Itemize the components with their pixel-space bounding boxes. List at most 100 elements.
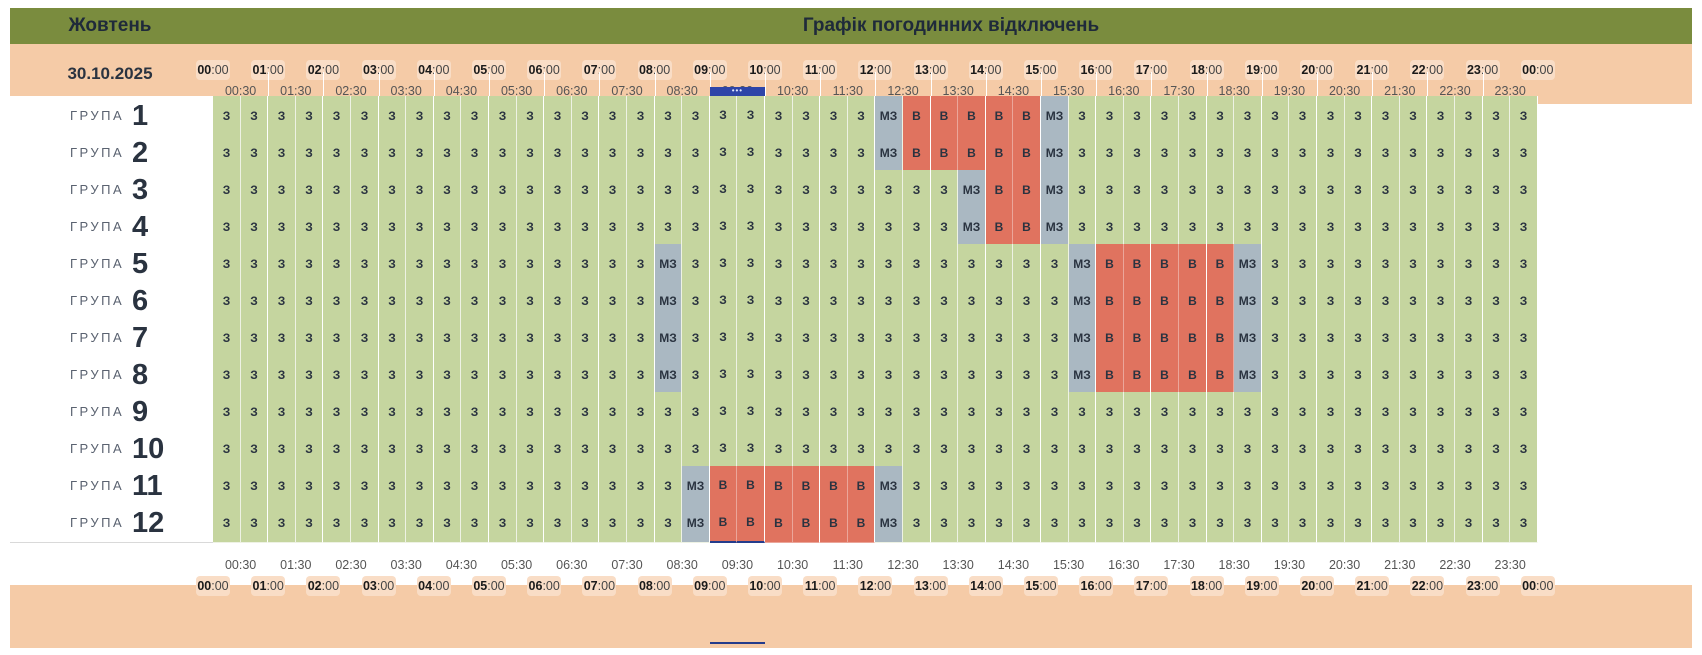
slot-cell: З [434,355,461,395]
group-label: ГРУПА 8 [10,355,231,395]
hour-label-bottom: 07:00 [582,576,617,596]
hour-label-bottom: 17:00 [1134,576,1169,596]
slot-cell: З [627,392,655,432]
slot-cell: З [268,355,296,395]
slot-cell: В [1013,133,1041,173]
slot-cell: З [406,96,434,136]
slot-cell: З [793,96,820,136]
slot-cell: З [241,503,268,543]
slot-cell: З [848,318,875,358]
hour-tick [1261,543,1263,567]
slot-cell: В [1207,281,1234,321]
slot-cell: З [461,503,489,543]
slot-cell: В [710,466,737,506]
slot-cell: З [986,244,1013,284]
slot-cell: МЗ [875,96,903,136]
slot-cell: З [627,355,655,395]
group-number: 11 [132,470,163,502]
slot-cell: З [710,355,737,395]
half-hour-label-bottom: 03:30 [390,558,422,572]
slot-cell: З [1427,503,1455,543]
slot-cell: З [323,170,351,210]
slot-cell: З [1455,392,1483,432]
slot-cell: З [875,355,903,395]
slot-cell: З [1124,392,1151,432]
half-hour-label-top: 02:30 [335,84,367,98]
slot-cell: З [379,170,406,210]
half-hour-label-top: 22:30 [1439,84,1471,98]
slot-cell: З [1262,133,1289,173]
slot-cell: З [1207,466,1234,506]
slot-cell: З [461,466,489,506]
hour-tick [378,543,380,567]
slot-cell: З [1317,466,1345,506]
slot-cell: З [461,355,489,395]
slot-cell: З [765,96,793,136]
group-number: 1 [132,100,149,132]
slot-cell: З [461,207,489,247]
hour-label-top: 20:00 [1300,60,1334,80]
group-word: ГРУПА [70,367,125,382]
slot-cell: З [848,244,875,284]
slot-cell: В [820,503,848,543]
slot-cell: З [1400,207,1427,247]
half-hour-label-top: 10:30 [776,84,809,98]
hour-label-top: 00:00 [1520,60,1555,80]
half-hour-label-bottom: 18:30 [1218,558,1250,572]
hour-label-bottom: 15:00 [1024,576,1058,596]
slot-cell: З [1400,133,1427,173]
slot-cell: З [241,392,268,432]
half-hour-label-bottom: 15:30 [1052,558,1085,572]
half-hour-label-bottom: 23:30 [1494,558,1526,572]
half-hour-label-bottom: 07:30 [611,558,643,572]
slot-cell: З [1041,392,1069,432]
slot-cell: З [765,207,793,247]
slot-cell: З [544,281,572,321]
slot-cell: З [1262,429,1289,469]
slot-cell: З [351,170,379,210]
slot-cell: В [1207,355,1234,395]
slot-cell: З [517,429,544,469]
hour-label-bottom: 11:00 [803,576,838,596]
slot-cell: З [489,170,517,210]
slot-cell: З [379,318,406,358]
slot-cell: З [434,392,461,432]
group-label: ГРУПА 10 [10,429,231,469]
slot-cell: МЗ [875,503,903,543]
slot-cell: З [1179,429,1207,469]
slot-cell: З [1510,244,1538,284]
slot-cell: З [351,466,379,506]
slot-cell: З [1483,318,1510,358]
group-word: ГРУПА [70,108,125,123]
slot-cell: З [848,392,875,432]
slot-cell: З [599,318,627,358]
hour-tick [489,543,490,567]
slot-cell: З [1483,281,1510,321]
group-number: 6 [132,285,149,317]
slot-cell: З [1013,429,1041,469]
slot-cell: З [489,466,517,506]
slot-cell: З [1427,207,1455,247]
slot-cell: В [903,96,931,136]
slot-cell: В [1151,318,1179,358]
slot-cell: З [1179,392,1207,432]
slot-cell: МЗ [655,355,682,395]
slot-cell: З [379,133,406,173]
group-number: 8 [132,359,149,391]
hour-tick [654,72,656,96]
slot-cell: В [1179,318,1207,358]
slot-cell: З [875,244,903,284]
slot-cell: З [379,96,406,136]
slot-cell: З [1317,318,1345,358]
slot-cell: З [1151,170,1179,210]
slot-cell: З [296,503,323,543]
slot-cell: З [1289,244,1317,284]
slot-cell: З [599,244,627,284]
slot-cell: МЗ [655,318,682,358]
slot-cell: З [710,170,737,210]
slot-cell: З [268,170,296,210]
slot-cell: МЗ [1041,133,1069,173]
slot-cell: З [931,392,958,432]
slot-cell: З [1234,429,1262,469]
hour-label-top: 06:00 [527,60,562,80]
